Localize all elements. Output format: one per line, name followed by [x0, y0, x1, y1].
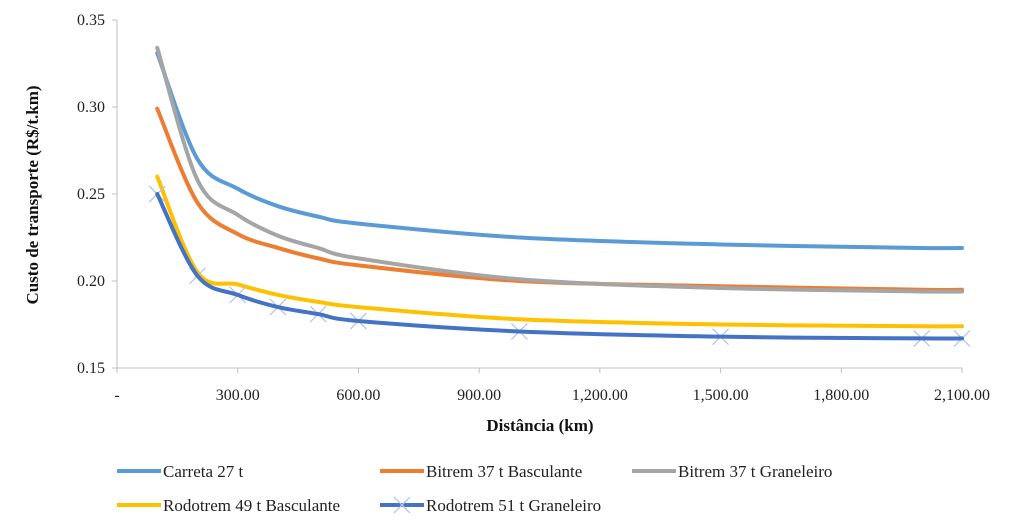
x-tick-label: 900.00 [457, 387, 501, 404]
legend-item: Rodotrem 51 t Graneleiro [380, 496, 601, 515]
legend-label: Bitrem 37 t Graneleiro [678, 462, 832, 481]
series-bitrem-37-t-basculante [155, 106, 964, 292]
legend: Carreta 27 t Bitrem 37 t Basculante Bitrem… [117, 462, 832, 515]
series-line [155, 45, 964, 294]
x-marker [393, 496, 411, 514]
x-axis-label: Distância (km) [486, 416, 593, 435]
series-line [155, 174, 964, 329]
y-tick-label: 0.15 [77, 360, 105, 377]
series-line [155, 106, 964, 292]
legend-label: Rodotrem 49 t Basculante [163, 496, 340, 515]
y-tick-label: 0.30 [77, 99, 105, 116]
y-tick-label: 0.35 [77, 12, 105, 29]
legend-label: Rodotrem 51 t Graneleiro [426, 496, 601, 515]
legend-label: Bitrem 37 t Basculante [426, 462, 582, 481]
x-tick-label: 600.00 [336, 387, 380, 404]
series-rodotrem-51-t-graneleiro [148, 185, 971, 347]
x-tick-label: 300.00 [216, 387, 260, 404]
legend-item: Carreta 27 t [117, 462, 244, 481]
series-carreta-27-t [155, 51, 964, 251]
x-tick-label: - [114, 387, 119, 404]
y-tick-label: 0.25 [77, 186, 105, 203]
series-line [155, 51, 964, 251]
series-bitrem-37-t-graneleiro [155, 45, 964, 294]
legend-label: Carreta 27 t [163, 462, 244, 481]
legend-item: Bitrem 37 t Graneleiro [632, 462, 832, 481]
x-tick-label: 1,200.00 [572, 387, 628, 404]
y-tick-label: 0.20 [77, 273, 105, 290]
x-tick-label: 2,100.00 [934, 387, 990, 404]
x-tick-label: 1,500.00 [693, 387, 749, 404]
x-tick-label: 1,800.00 [813, 387, 869, 404]
y-axis-label: Custo de transporte (R$/t.km) [23, 85, 42, 304]
series-line [155, 192, 964, 341]
legend-item: Bitrem 37 t Basculante [380, 462, 582, 481]
series-rodotrem-49-t-basculante [155, 174, 964, 329]
legend-item: Rodotrem 49 t Basculante [117, 496, 340, 515]
axes: 0.15 0.20 0.25 0.30 0.35 - 300.00 600.00 900.00 1… [77, 12, 990, 404]
series-lines [148, 45, 971, 347]
